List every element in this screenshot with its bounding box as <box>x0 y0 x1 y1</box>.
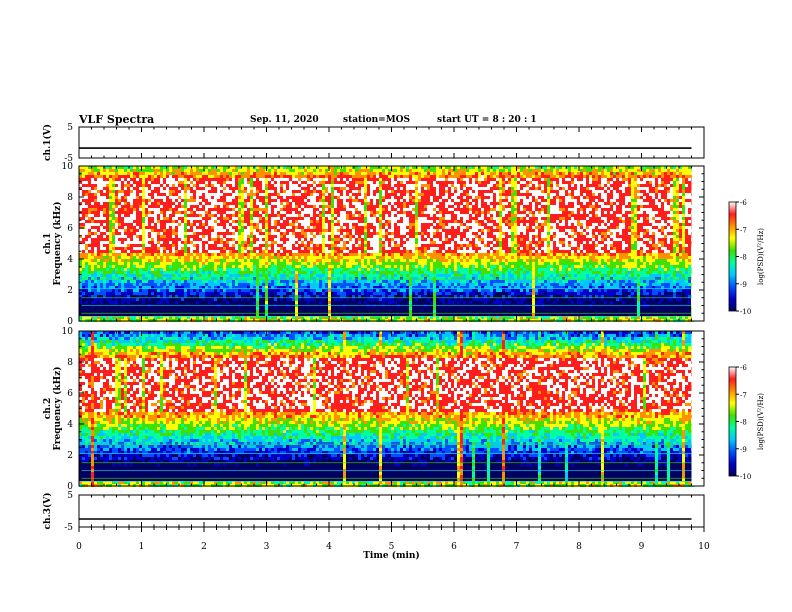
y-axis-label: ch.1 <box>43 233 53 254</box>
y-tick-label: 8 <box>67 193 73 203</box>
y-tick-label: 8 <box>67 358 73 368</box>
x-tick-label: 1 <box>139 542 145 552</box>
ch1-spectrogram-cells <box>79 166 704 322</box>
y-tick-label: 5 <box>67 491 73 501</box>
colorbar-label: log(PSD)(V²/Hz) <box>757 228 765 285</box>
x-tick-label: 3 <box>264 542 270 552</box>
colorbar-tick-label: -9 <box>740 446 747 454</box>
y-axis-label: Frequency (kHz) <box>52 366 63 450</box>
y-tick-label: 6 <box>67 224 73 234</box>
x-tick-label: 6 <box>451 542 457 552</box>
vlf-spectra-plot: 5-5ch.1(V)0246810ch.1 Frequency (kHz)0246… <box>0 0 792 612</box>
y-axis-label: ch.3(V) <box>42 493 53 530</box>
y-tick-label: 5 <box>67 123 73 133</box>
x-tick-label: 2 <box>201 542 207 552</box>
colorbar-tick-label: -7 <box>740 391 747 399</box>
ch2-spectrogram-cells <box>79 331 704 487</box>
colorbar-tick-label: -10 <box>740 473 751 481</box>
y-tick-label: 6 <box>67 389 73 399</box>
y-axis-label: ch.1(V) <box>42 124 53 161</box>
x-tick-label: 10 <box>698 542 710 552</box>
y-axis-label: Frequency (kHz) <box>52 201 63 285</box>
x-tick-label: 0 <box>76 542 82 552</box>
y-tick-label: 2 <box>67 451 73 461</box>
colorbar-tick-label: -6 <box>740 364 747 372</box>
x-tick-label: 8 <box>576 542 582 552</box>
x-tick-label: 7 <box>514 542 520 552</box>
colorbar-tick-label: -10 <box>740 308 751 316</box>
colorbar-tick-label: -8 <box>740 254 747 262</box>
y-tick-label: 2 <box>67 286 73 296</box>
ch2-spectrogram-colorbar <box>729 367 736 476</box>
colorbar-label: log(PSD)(V²/Hz) <box>757 393 765 450</box>
x-axis-label: Time (min) <box>363 550 420 561</box>
colorbar-tick-label: -6 <box>740 199 747 207</box>
colorbar-tick-label: -8 <box>740 419 747 427</box>
y-tick-label: 4 <box>67 420 73 430</box>
y-tick-label: -5 <box>64 523 73 533</box>
colorbar-tick-label: -7 <box>740 226 747 234</box>
y-axis-label: ch.2 <box>43 398 53 419</box>
y-tick-label: 10 <box>62 162 74 172</box>
ch1-spectrogram-colorbar <box>729 202 736 311</box>
y-tick-label: 4 <box>67 255 73 265</box>
x-tick-label: 4 <box>326 542 332 552</box>
y-tick-label: 0 <box>67 317 73 327</box>
y-tick-label: 10 <box>62 327 74 337</box>
x-tick-label: 9 <box>639 542 645 552</box>
spectrogram-layer <box>79 166 704 487</box>
colorbar-tick-label: -9 <box>740 281 747 289</box>
